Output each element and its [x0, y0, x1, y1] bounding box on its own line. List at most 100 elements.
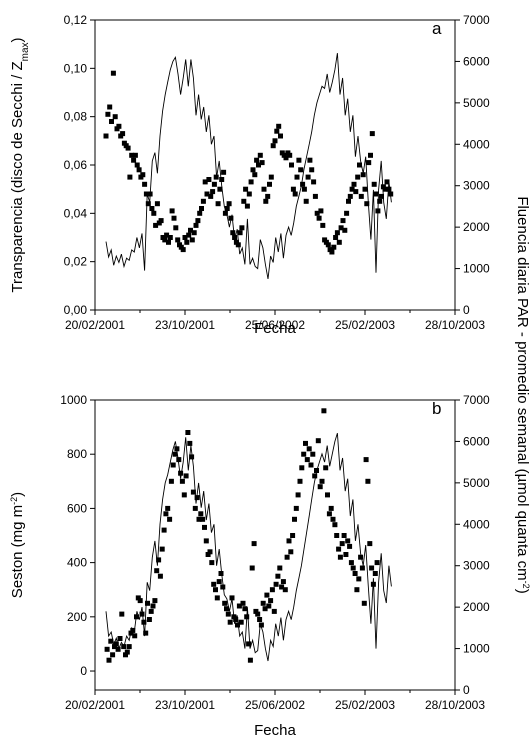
panel-b: 20/02/2001 23/10/2001 25/06/2002 25/02/2003… [9, 393, 490, 739]
scatter-point [230, 230, 236, 236]
scatter-point [328, 505, 334, 511]
x-axis-label: Fecha [254, 722, 296, 739]
scatter-point [127, 174, 133, 180]
scatter-point [364, 201, 370, 207]
scatter-point [110, 70, 116, 76]
scatter-point [117, 636, 123, 641]
scatter-point [282, 587, 288, 593]
scatter-point [255, 611, 261, 617]
scatter-point [238, 619, 244, 625]
scatter-point [151, 210, 157, 216]
scatter-point [283, 155, 289, 161]
scatter-point [229, 595, 235, 601]
scatter-point [175, 237, 181, 243]
scatter-point [252, 172, 258, 178]
scatter-point [248, 179, 254, 185]
scatter-point [294, 174, 300, 180]
scatter-point [172, 451, 178, 457]
scatter-point [211, 181, 217, 187]
scatter-point [353, 189, 359, 195]
scatter-point [315, 438, 321, 444]
scatter-point [139, 611, 145, 617]
scatter-point [134, 162, 140, 168]
y2-tick-label: 7000 [463, 13, 490, 27]
scatter-point [273, 581, 279, 587]
scatter-point [347, 193, 353, 199]
scatter-point [350, 565, 356, 571]
scatter-point [236, 603, 242, 609]
scatter-point [199, 206, 204, 211]
scatter-point [365, 478, 371, 484]
scatter-point [361, 600, 367, 606]
scatter-point [260, 600, 266, 606]
scatter-point [246, 191, 252, 197]
y2-tick-label: 3000 [463, 179, 490, 193]
scatter-point [373, 191, 379, 197]
scatter-point [340, 218, 346, 224]
scatter-point [344, 210, 350, 216]
y2-tick-label: 1000 [463, 642, 490, 656]
scatter-point [116, 123, 122, 129]
scatter-point [161, 527, 167, 533]
scatter-point [377, 198, 383, 204]
scatter-point [170, 462, 176, 468]
scatter-point [257, 617, 263, 622]
scatter-point [142, 181, 148, 187]
scatter-point [120, 131, 126, 137]
scatter-point [292, 516, 297, 522]
scatter-point [158, 218, 164, 224]
scatter-point [374, 560, 380, 566]
right-y-axis-label-close: ) [514, 589, 530, 594]
scatter-point [242, 606, 248, 612]
scatter-point [211, 581, 217, 587]
panel-a: 20/02/2001 23/10/2001 25/06/2002 25/02/2003… [9, 13, 490, 337]
scatter-point [369, 565, 375, 571]
scatter-point [325, 242, 331, 248]
scatter-point [368, 152, 373, 158]
scatter-point [112, 114, 118, 120]
scatter-point [213, 587, 218, 593]
scatter-point [208, 193, 214, 199]
scatter-point [360, 172, 366, 178]
scatter-point [152, 598, 158, 604]
panel-label: b [432, 399, 441, 418]
scatter-point [267, 181, 272, 187]
scatter-point [145, 600, 150, 606]
scatter-point [129, 152, 135, 158]
scatter-point [195, 218, 201, 224]
scatter-point [135, 595, 141, 601]
y2-tick-label: 0 [463, 683, 470, 697]
scatter-point [338, 225, 344, 231]
y-tick-label: 0,06 [64, 158, 88, 172]
scatter-point [311, 179, 317, 185]
scatter-point [206, 177, 212, 182]
scatter-point [301, 451, 307, 457]
scatter-point [145, 201, 151, 207]
scatter-point [222, 600, 228, 606]
scatter-point [258, 622, 264, 628]
y-tick-label: 400 [67, 556, 87, 570]
par-fluence-line [105, 53, 392, 279]
scatter-point [224, 606, 229, 612]
scatter-point [189, 454, 195, 460]
scatter-point [115, 646, 121, 652]
y-tick-label: 0,00 [64, 303, 88, 317]
y-tick-label: 600 [67, 501, 87, 515]
scatter-point [226, 201, 232, 207]
scatter-point [362, 186, 368, 192]
scatter-point [342, 227, 348, 233]
scatter-point [312, 193, 318, 199]
scatter-point [366, 160, 372, 166]
scatter-point [214, 595, 220, 601]
y2-tick-label: 0 [463, 303, 470, 317]
scatter-point [132, 152, 138, 158]
scatter-point [200, 516, 206, 522]
scatter-point [346, 198, 351, 204]
y2-tick-label: 5000 [463, 476, 490, 490]
scatter-point [157, 573, 163, 579]
scatter-point [202, 179, 208, 185]
scatter-point [192, 505, 198, 511]
y-tick-label: 1000 [60, 393, 87, 407]
scatter-point [303, 440, 308, 446]
